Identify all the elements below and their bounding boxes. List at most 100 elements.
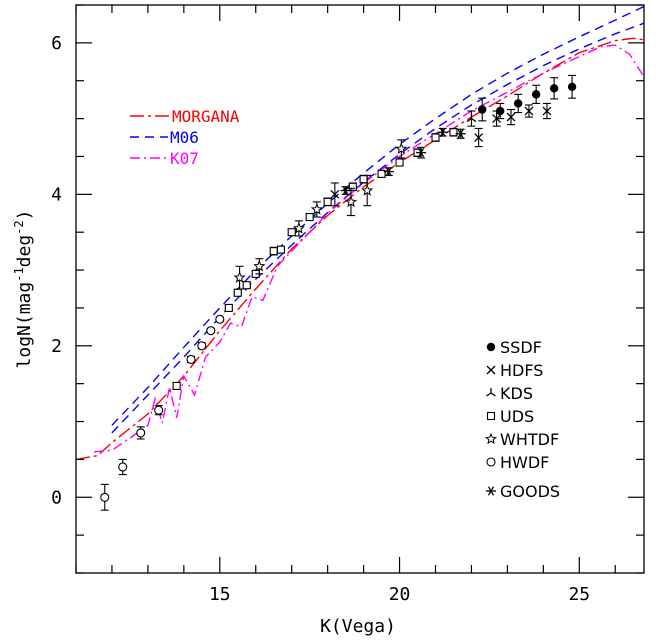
data-point-hwdf [215,314,225,324]
model-curve-m06 [111,5,644,426]
marker-open-circle [118,462,128,472]
data-point-hdfs [506,108,516,126]
data-point-hwdf [154,405,164,416]
data-point-ssdf [496,102,505,120]
legend-label-ssdf: SSDF [500,338,542,357]
marker-star [233,271,246,283]
y-tick-label: 6 [51,33,62,54]
y-axis-label-mid: deg [14,235,35,268]
legend-marker-ssdf [486,342,496,352]
survey-legend: SSDF HDFS KDS UDS WHTDF HWDF GOODS [484,338,560,501]
data-point-whtdf [345,187,358,217]
marker-square [449,128,458,137]
marker-filled-circle [513,99,523,108]
data-point-goods [383,166,394,177]
marker-square [359,175,368,184]
data-point-ssdf [478,97,487,122]
legend-label-k07: K07 [170,149,199,168]
data-point-uds [395,158,404,167]
data-point-ssdf [513,93,523,114]
legend-symbol [486,388,496,397]
legend-label-m06: M06 [170,128,199,147]
y-axis-label-end: ) [14,210,35,221]
legend-marker-hwdf [486,457,496,467]
legend-symbol [486,486,496,496]
data-point-whtdf [310,201,323,218]
legend-label-kds: KDS [500,384,533,403]
data-point-uds [377,169,386,178]
y-tick-label: 0 [51,487,62,508]
data-point-ssdf [567,74,577,99]
data-point-uds [242,281,251,290]
marker-square [287,228,296,237]
y-axis-label-exp1: -1 [12,267,26,281]
marker-star [253,259,266,272]
y-axis-label: logN(mag-1deg-2) [12,210,35,369]
marker-square [323,197,332,206]
marker-open-circle [215,314,225,324]
model-legend: MORGANA M06 K07 [130,107,240,168]
marker-filled-circle [531,90,541,99]
marker-square [431,133,440,142]
data-point-hwdf [136,426,146,440]
data-point-whtdf [395,139,408,159]
marker-square [233,288,242,297]
marker-open-circle [186,354,196,364]
data-point-goods [455,128,466,139]
model-curves [76,5,644,461]
data-point-uds [269,246,278,256]
data-point-uds [431,133,440,142]
data-point-uds [323,197,332,207]
legend-marker-goods [486,486,496,496]
legend-label-morgana: MORGANA [172,107,240,126]
data-point-hdfs [524,104,534,118]
marker-cross [330,189,340,199]
data-point-uds [287,228,296,237]
marker-star [361,184,374,196]
data-point-hwdf [118,458,128,476]
data-point-hdfs [474,127,484,148]
data-point-ssdf [549,77,559,100]
legend-symbol [486,342,496,352]
marker-tri [466,113,477,123]
data-point-whtdf [253,258,266,275]
marker-asterisk [383,166,394,177]
y-tick-label: 4 [51,184,62,205]
marker-cross [524,106,534,116]
y-tick-label: 2 [51,336,62,357]
legend-symbol [486,411,496,421]
marker-star [395,142,408,154]
marker-open-circle [100,492,110,502]
marker-open-circle [154,405,164,415]
legend-symbol [484,432,498,445]
data-point-hwdf [197,341,207,351]
model-curve-m06 [111,22,644,434]
y-axis-label-exp2: -2 [12,220,26,234]
marker-cross [506,112,516,122]
survey-data-points [100,74,577,511]
marker-open-circle [136,428,146,438]
marker-asterisk [455,129,466,139]
data-point-uds [348,182,357,192]
data-point-whtdf [233,265,246,290]
data-point-hdfs [542,102,552,120]
marker-filled-circle [549,84,559,93]
data-point-ssdf [531,84,541,105]
marker-filled-circle [567,82,577,91]
marker-square [242,281,251,290]
marker-asterisk [416,148,427,158]
data-point-goods [340,185,351,196]
marker-star [345,195,358,208]
legend-label-hdfs: HDFS [500,361,543,380]
data-point-uds [224,303,233,312]
data-point-uds [305,213,314,222]
data-point-hwdf [100,483,110,511]
legend-marker-uds [486,411,496,421]
data-point-kds [466,110,477,127]
legend-marker-hdfs [486,365,496,375]
data-point-whtdf [361,174,374,207]
x-tick-label: 15 [209,584,231,605]
marker-open-circle [197,341,207,351]
marker-star [310,203,323,215]
